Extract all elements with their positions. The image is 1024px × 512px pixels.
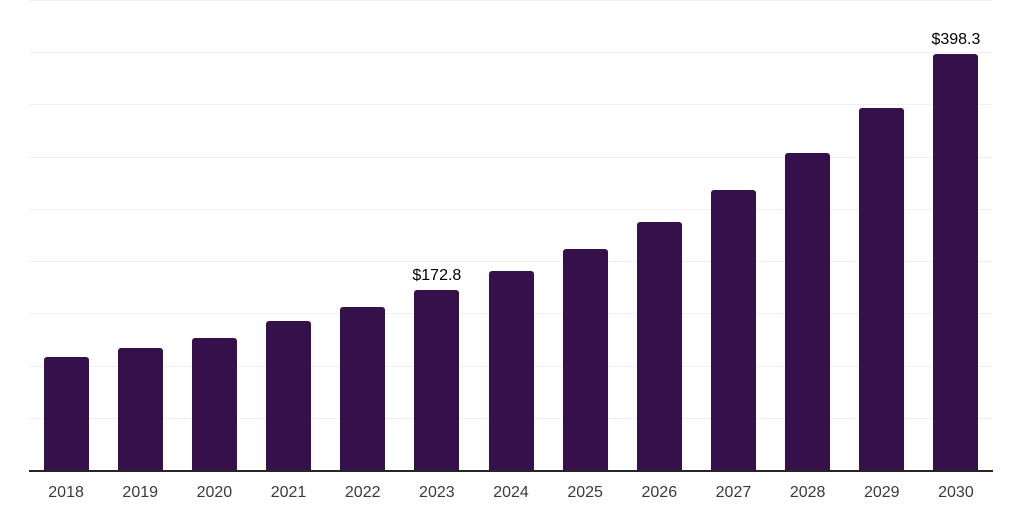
x-axis-label: 2023: [419, 484, 455, 501]
x-axis-label: 2025: [567, 484, 603, 501]
plot-area: $172.8 $398.3: [29, 0, 993, 470]
bar-value-label: $398.3: [931, 31, 981, 48]
x-axis-label: 2030: [938, 484, 974, 501]
x-axis-label: 2020: [196, 484, 233, 501]
x-axis-label: 2019: [122, 484, 159, 501]
bar-value-label: $172.8: [412, 266, 462, 284]
bar: [562, 248, 608, 470]
x-axis-label: 2027: [715, 484, 752, 501]
bar: [191, 338, 237, 470]
bar: [710, 189, 756, 470]
x-axis-label: 2018: [48, 484, 84, 501]
gridline: [29, 0, 993, 1]
gridline: [29, 208, 993, 210]
bar: [859, 107, 905, 470]
bar: [414, 289, 460, 470]
x-axis-label: 2021: [270, 484, 307, 501]
bar: [933, 54, 979, 470]
x-axis-label: 2029: [863, 484, 900, 501]
gridline: [29, 104, 993, 106]
x-axis-label: 2028: [789, 484, 826, 501]
bar: [266, 321, 312, 470]
bar: [43, 357, 89, 470]
bar: [340, 307, 386, 470]
x-axis: 2018 2019 2020 2021 2022 2023 2024 2025 2026 2027…: [29, 484, 993, 504]
bar: [488, 270, 534, 470]
gridline: [29, 52, 993, 54]
bar: [117, 348, 163, 470]
x-axis-label: 2022: [344, 484, 381, 501]
bar: [636, 221, 682, 470]
bar: [785, 152, 831, 470]
x-axis-label: 2026: [641, 484, 678, 501]
gridline: [29, 156, 993, 158]
gridline: [29, 261, 993, 263]
x-axis-line: [29, 470, 993, 472]
x-axis-label: 2024: [493, 484, 529, 501]
